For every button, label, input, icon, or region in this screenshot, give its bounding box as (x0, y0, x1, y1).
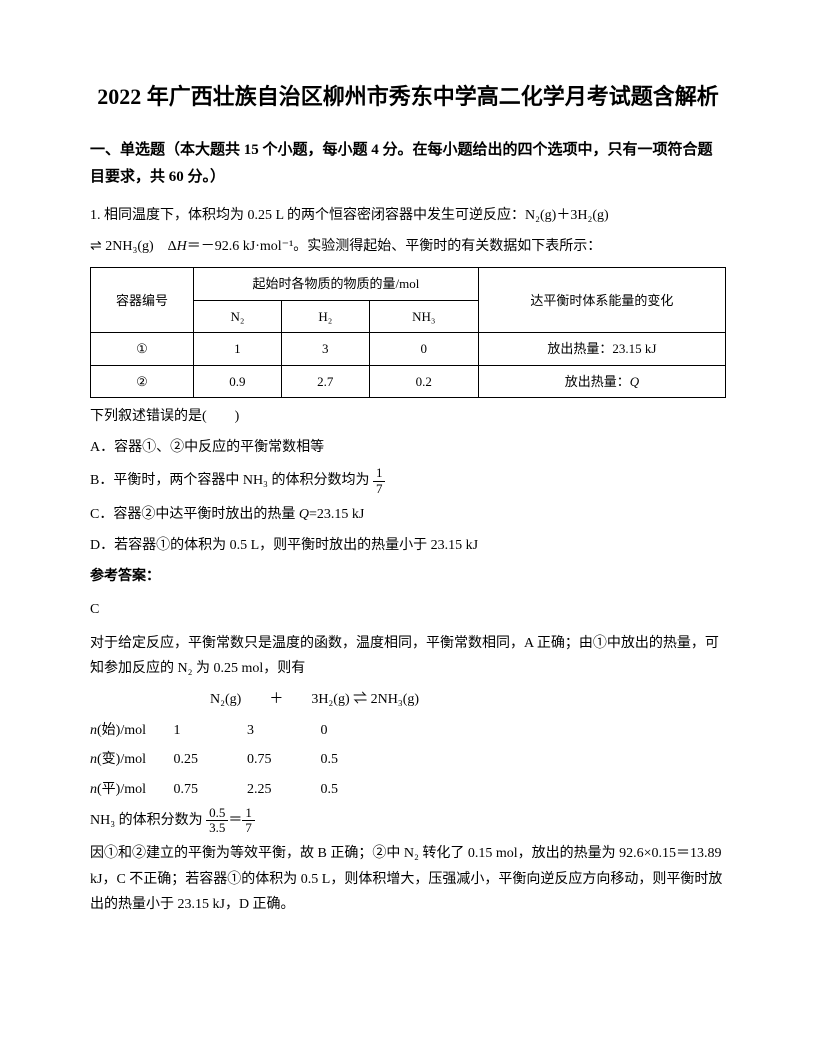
cell-energy-2: 放出热量：Q (478, 365, 725, 397)
mol-row-start: n(始)/mol 1 3 0 (90, 718, 726, 743)
cell-nh3-2: 0.2 (369, 365, 478, 397)
frac-num: 0.5 (206, 806, 228, 821)
frac-num: 1 (373, 466, 386, 481)
mol-n: n (90, 782, 97, 797)
mol-row-eq: n(平)/mol 0.75 2.25 0.5 (90, 777, 726, 802)
energy-q: Q (630, 374, 639, 389)
col-container: 容器编号 (91, 268, 194, 333)
mol-v2: 0.75 (247, 747, 317, 772)
explanation-1: 对于给定反应，平衡常数只是温度的函数，温度相同，平衡常数相同，A 正确；由①中放… (90, 631, 726, 681)
mol-v3: 0.5 (321, 747, 391, 772)
cell-energy-1: 放出热量：23.15 kJ (478, 333, 725, 365)
col-energy: 达平衡时体系能量的变化 (478, 268, 725, 333)
mol-label: (变)/mol (97, 752, 146, 767)
mol-label: (平)/mol (97, 782, 146, 797)
table-row: ② 0.9 2.7 0.2 放出热量：Q (91, 365, 726, 397)
q1-equation: ⇌ 2NH₃(g) ΔH＝－92.6 kJ·mol⁻¹。实验测得起始、平衡时的有… (90, 234, 726, 259)
cell-nh3-1: 0 (369, 333, 478, 365)
frac-den: 3.5 (206, 821, 228, 835)
document-title: 2022 年广西壮族自治区柳州市秀东中学高二化学月考试题含解析 (90, 80, 726, 113)
cell-n2-2: 0.9 (193, 365, 281, 397)
energy-prefix: 放出热量： (565, 374, 630, 389)
frac-eq: ＝ (228, 813, 242, 828)
option-c-q: Q (299, 507, 309, 522)
mol-v1: 0.25 (174, 747, 244, 772)
frac-den: 7 (242, 821, 255, 835)
equation-rest: ＝－92.6 kJ·mol⁻¹。实验测得起始、平衡时的有关数据如下表所示： (187, 239, 601, 254)
data-table: 容器编号 起始时各物质的物质的量/mol 达平衡时体系能量的变化 N₂ H₂ N… (90, 267, 726, 398)
mol-row-change: n(变)/mol 0.25 0.75 0.5 (90, 747, 726, 772)
section-header: 一、单选题（本大题共 15 个小题，每小题 4 分。在每小题给出的四个选项中，只… (90, 137, 726, 191)
mol-v1: 0.75 (174, 777, 244, 802)
mol-n: n (90, 752, 97, 767)
mol-v3: 0.5 (321, 777, 391, 802)
frac-num: 1 (242, 806, 255, 821)
cell-h2-1: 3 (281, 333, 369, 365)
answer-letter: C (90, 597, 726, 622)
option-c-pre: C．容器②中达平衡时放出的热量 (90, 507, 299, 522)
nh3-frac-pre: NH₃ 的体积分数为 (90, 813, 206, 828)
answer-label: 参考答案： (90, 564, 726, 589)
nh3-fraction-line: NH₃ 的体积分数为 0.53.5＝17 (90, 806, 726, 836)
option-c: C．容器②中达平衡时放出的热量 Q=23.15 kJ (90, 502, 726, 527)
reaction-equation: N₂(g) ＋ 3H₂(g) ⇌ 2NH₃(g) (210, 687, 726, 712)
col-h2: H₂ (281, 300, 369, 332)
col-initial: 起始时各物质的物质的量/mol (193, 268, 478, 300)
col-nh3: NH₃ (369, 300, 478, 332)
cell-n2-1: 1 (193, 333, 281, 365)
option-b-fraction: 17 (373, 466, 386, 496)
nh3-fraction-2: 17 (242, 806, 255, 836)
option-a: A．容器①、②中反应的平衡常数相等 (90, 435, 726, 460)
mol-v1: 1 (174, 718, 244, 743)
option-b-text: B．平衡时，两个容器中 NH₃ 的体积分数均为 (90, 473, 373, 488)
option-b: B．平衡时，两个容器中 NH₃ 的体积分数均为 17 (90, 466, 726, 496)
cell-id-1: ① (91, 333, 194, 365)
cell-id-2: ② (91, 365, 194, 397)
equation-arrow-part: ⇌ 2NH₃(g) Δ (90, 239, 177, 254)
q1-prompt: 下列叙述错误的是( ) (90, 404, 726, 429)
col-n2: N₂ (193, 300, 281, 332)
delta-h: H (177, 239, 187, 254)
cell-h2-2: 2.7 (281, 365, 369, 397)
option-c-post: =23.15 kJ (309, 507, 364, 522)
mol-v2: 2.25 (247, 777, 317, 802)
frac-den: 7 (373, 482, 386, 496)
mol-v2: 3 (247, 718, 317, 743)
nh3-fraction-1: 0.53.5 (206, 806, 228, 836)
option-d: D．若容器①的体积为 0.5 L，则平衡时放出的热量小于 23.15 kJ (90, 533, 726, 558)
mol-v3: 0 (321, 718, 391, 743)
mol-n: n (90, 723, 97, 738)
q1-intro: 1. 相同温度下，体积均为 0.25 L 的两个恒容密闭容器中发生可逆反应：N₂… (90, 203, 726, 228)
mol-label: (始)/mol (97, 723, 146, 738)
explanation-2: 因①和②建立的平衡为等效平衡，故 B 正确；②中 N₂ 转化了 0.15 mol… (90, 841, 726, 917)
table-row: ① 1 3 0 放出热量：23.15 kJ (91, 333, 726, 365)
